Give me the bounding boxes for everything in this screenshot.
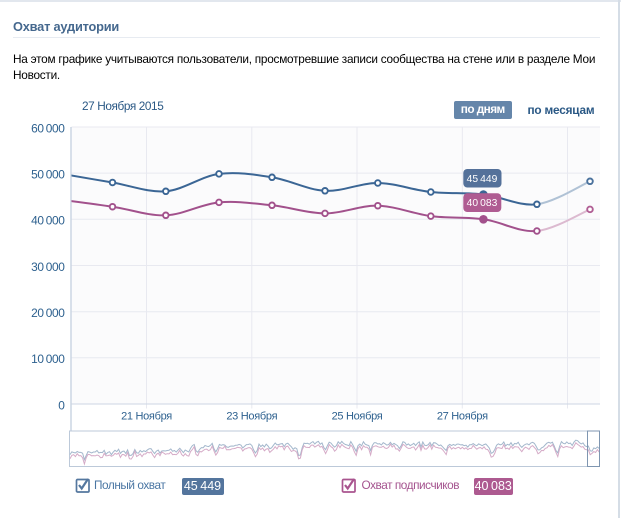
svg-text:27 Ноября: 27 Ноября: [437, 411, 488, 423]
svg-text:30 000: 30 000: [31, 260, 65, 274]
svg-text:0: 0: [58, 398, 65, 412]
svg-text:40 083: 40 083: [467, 198, 498, 209]
svg-text:40 000: 40 000: [31, 214, 65, 228]
svg-text:21 Ноября: 21 Ноября: [121, 411, 172, 423]
svg-text:25 Ноября: 25 Ноября: [332, 411, 383, 423]
svg-text:10 000: 10 000: [31, 352, 65, 366]
svg-text:60 000: 60 000: [31, 121, 65, 135]
svg-text:20 000: 20 000: [31, 306, 65, 320]
svg-text:23 Ноября: 23 Ноября: [226, 411, 277, 423]
svg-text:45 449: 45 449: [467, 174, 498, 185]
svg-text:50 000: 50 000: [31, 167, 65, 181]
